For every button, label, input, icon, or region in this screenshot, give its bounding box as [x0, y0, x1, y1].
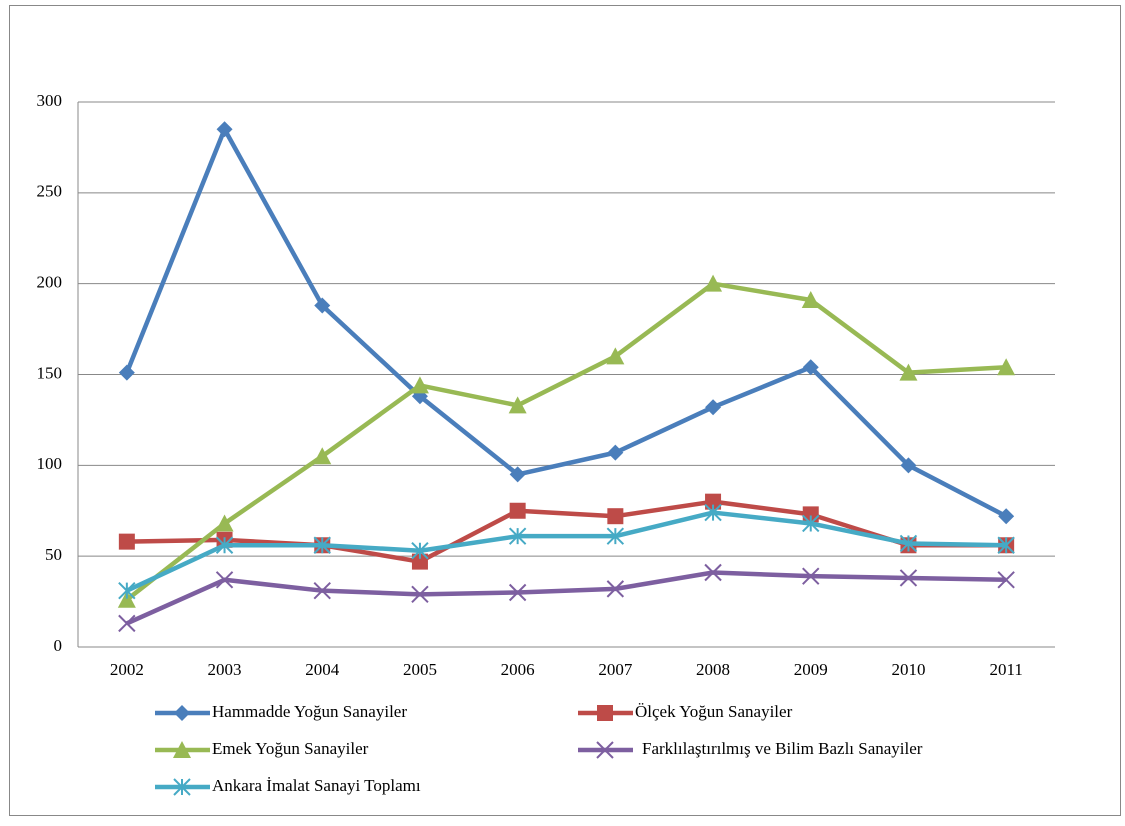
y-tick-label: 150 — [37, 363, 63, 382]
x-tick-label: 2005 — [403, 660, 437, 679]
legend-label: Ankara İmalat Sanayi Toplamı — [212, 776, 421, 795]
series-line — [126, 499, 1007, 564]
marker — [997, 536, 1015, 554]
y-tick-label: 0 — [54, 636, 63, 655]
series-line — [125, 510, 1007, 593]
series-line — [125, 570, 1007, 626]
chart-frame — [9, 5, 1121, 816]
x-tick-label: 2009 — [794, 660, 828, 679]
marker — [607, 444, 624, 461]
x-tick-label: 2002 — [110, 660, 144, 679]
legend-label: Ölçek Yoğun Sanayiler — [635, 702, 793, 721]
marker — [411, 585, 429, 604]
marker — [802, 567, 820, 585]
marker — [900, 457, 917, 474]
marker — [215, 571, 234, 589]
marker — [411, 542, 429, 560]
marker — [313, 581, 331, 600]
marker — [313, 447, 332, 465]
marker — [411, 553, 428, 570]
x-tick-label: 2011 — [989, 660, 1022, 679]
marker — [215, 536, 234, 554]
x-tick-label: 2004 — [305, 660, 340, 679]
legend-marker — [596, 741, 614, 759]
marker — [314, 297, 331, 314]
marker — [508, 527, 527, 545]
marker — [705, 493, 722, 510]
marker — [509, 466, 526, 483]
y-tick-label: 100 — [37, 454, 63, 473]
marker — [215, 514, 234, 532]
marker — [802, 359, 819, 376]
legend-marker — [173, 778, 191, 796]
marker — [998, 508, 1015, 525]
marker — [899, 569, 918, 587]
x-tick-label: 2007 — [598, 660, 633, 679]
marker — [118, 614, 136, 633]
marker — [509, 502, 526, 519]
marker — [704, 563, 722, 582]
x-tick-label: 2003 — [208, 660, 242, 679]
marker — [118, 533, 135, 550]
marker — [607, 508, 624, 525]
legend-label: Farklılaştırılmış ve Bilim Bazlı Sanayil… — [642, 739, 923, 758]
marker — [118, 364, 135, 381]
legend-marker — [597, 705, 613, 721]
marker — [606, 347, 625, 365]
marker — [705, 399, 722, 416]
y-tick-label: 200 — [37, 273, 63, 292]
marker — [997, 571, 1015, 589]
marker — [899, 534, 918, 553]
y-tick-label: 50 — [45, 545, 62, 564]
series-line — [124, 127, 1008, 519]
marker — [118, 581, 136, 600]
marker — [508, 583, 527, 602]
x-tick-label: 2006 — [501, 660, 535, 679]
marker — [704, 274, 723, 292]
y-tick-label: 250 — [37, 182, 63, 201]
legend-label: Hammadde Yoğun Sanayiler — [212, 702, 407, 721]
marker — [508, 396, 527, 414]
series-line — [125, 281, 1007, 602]
x-tick-label: 2008 — [696, 660, 730, 679]
marker — [997, 358, 1016, 376]
marker — [802, 514, 820, 533]
x-tick-label: 2010 — [891, 660, 925, 679]
marker — [801, 291, 820, 309]
marker — [216, 121, 233, 138]
marker — [606, 580, 625, 598]
marker — [606, 527, 625, 545]
marker — [313, 536, 331, 554]
marker — [117, 590, 136, 608]
legend-marker — [174, 705, 190, 721]
marker — [704, 503, 722, 522]
marker — [410, 376, 429, 394]
marker — [899, 363, 918, 381]
y-tick-label: 300 — [37, 91, 63, 110]
legend-marker — [173, 741, 191, 758]
legend-label: Emek Yoğun Sanayiler — [212, 739, 369, 758]
